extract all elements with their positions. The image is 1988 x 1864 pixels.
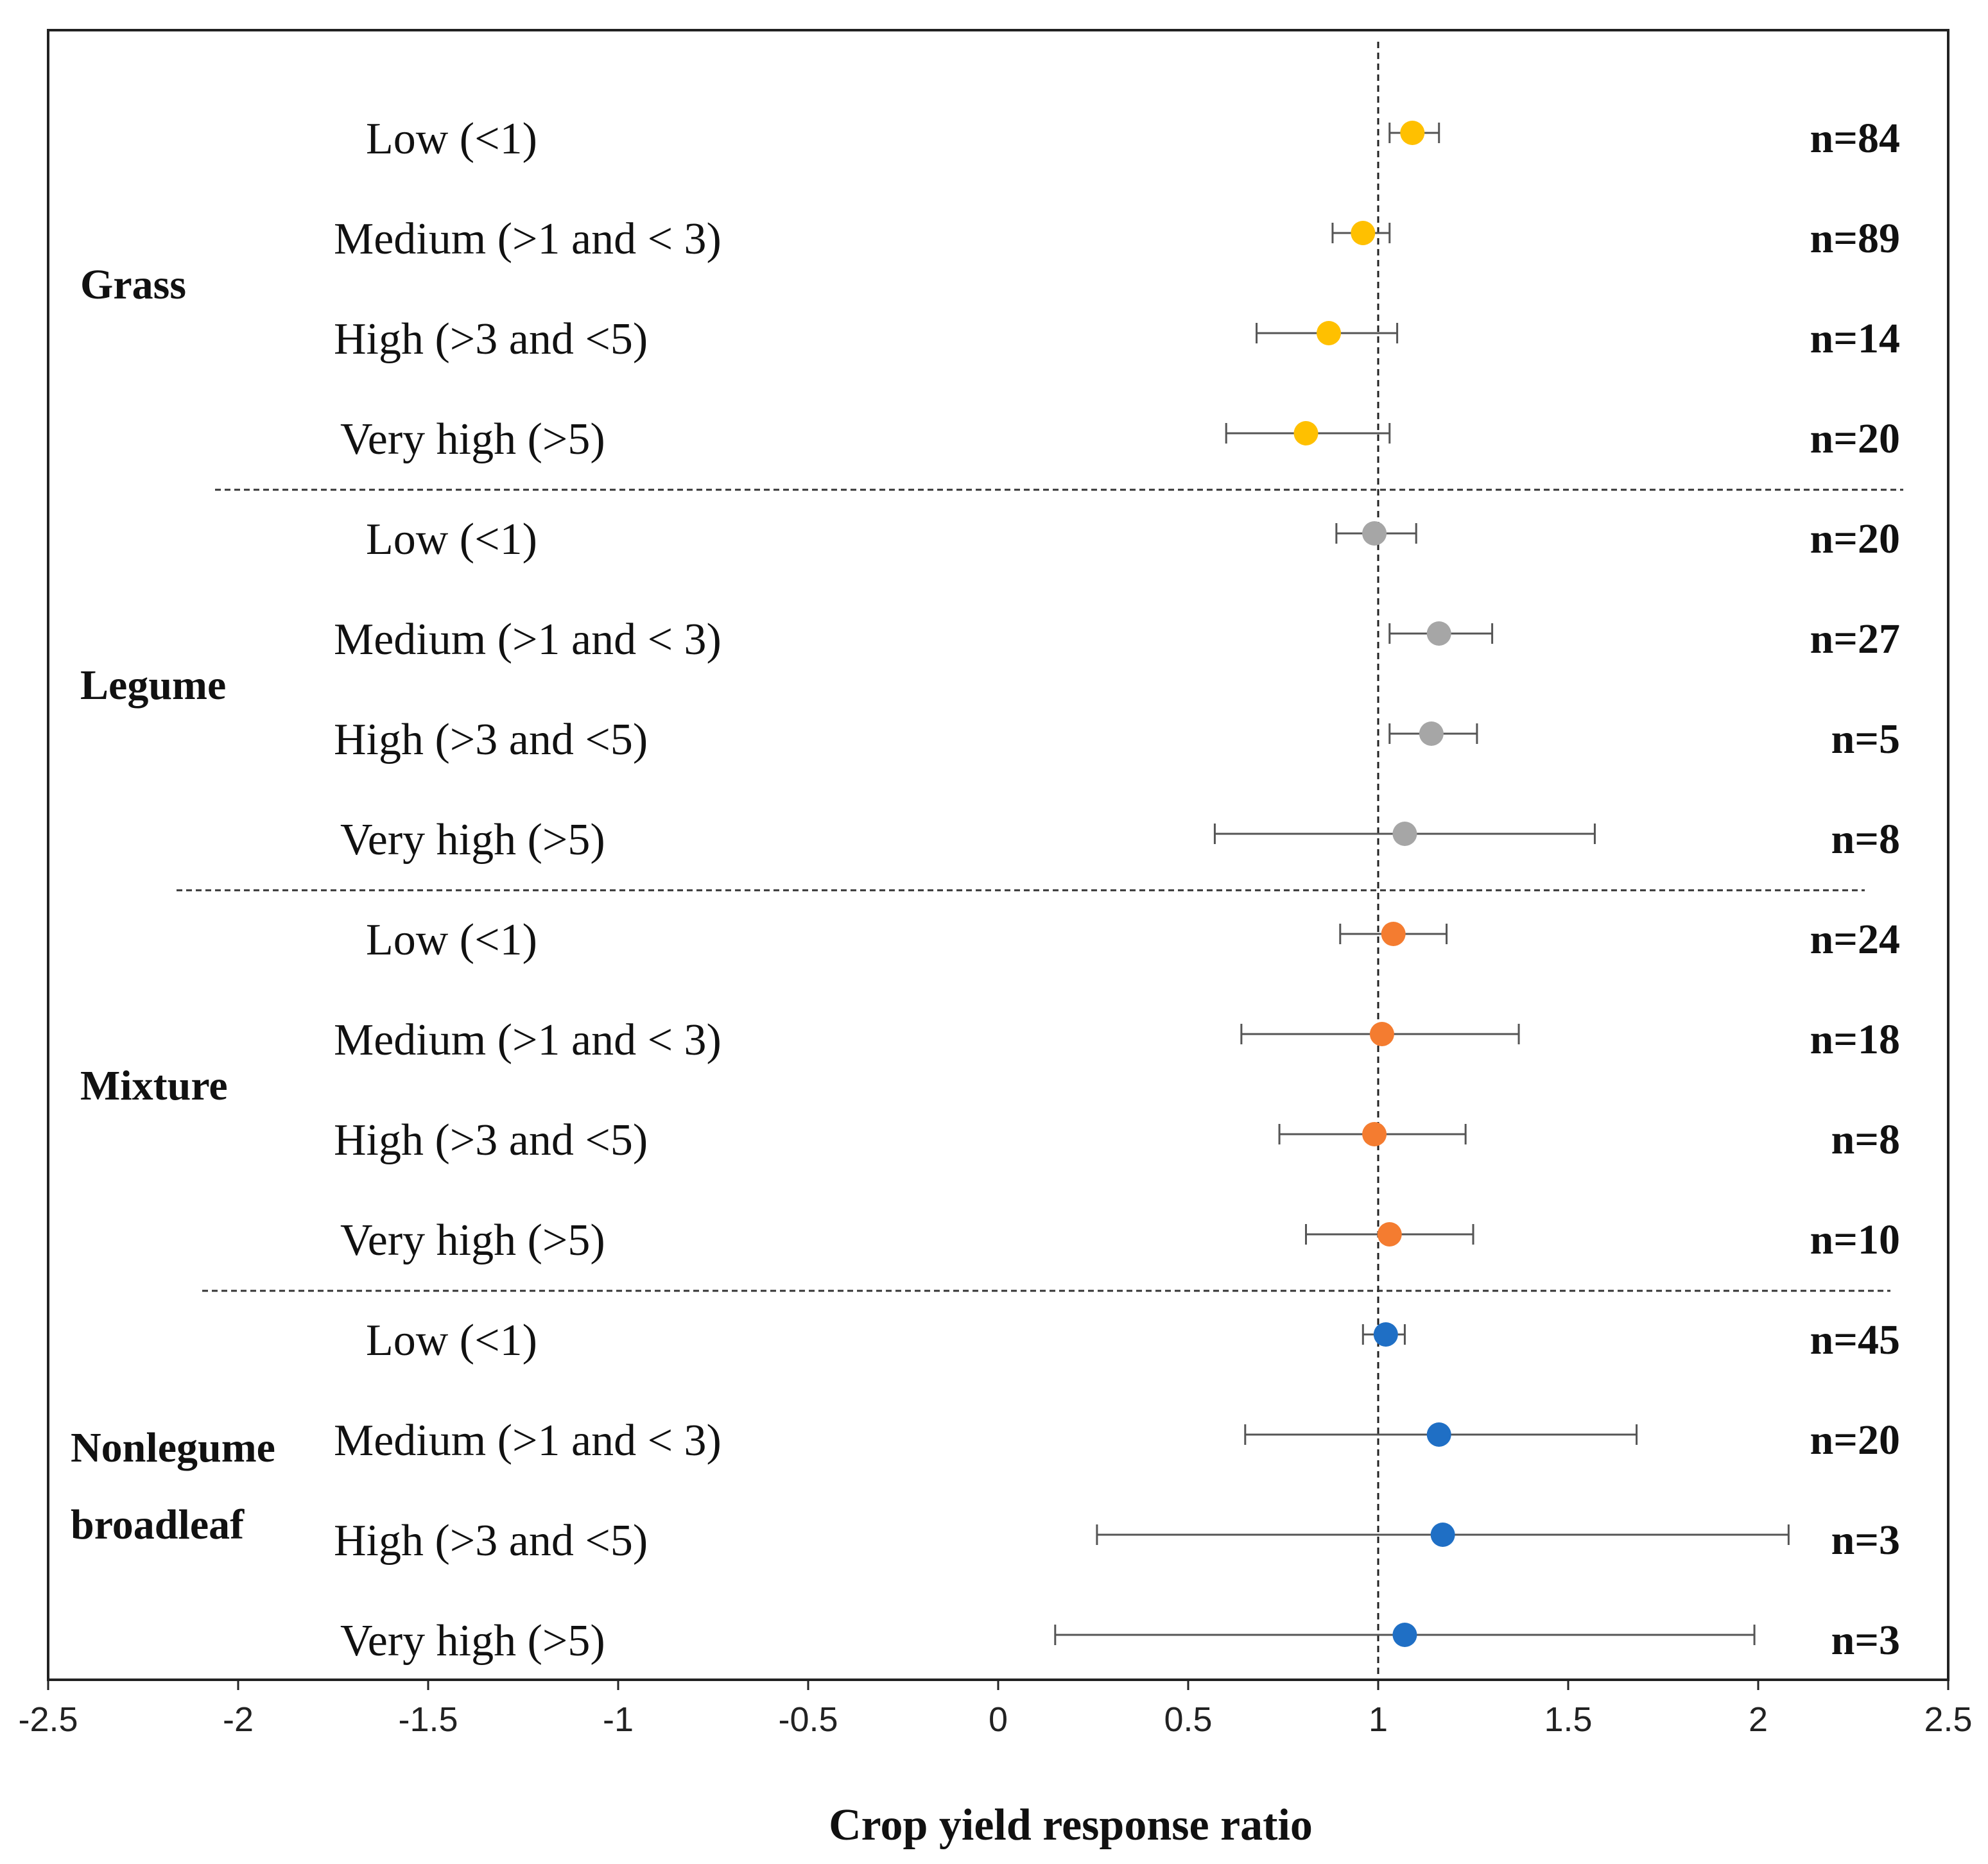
group-label: Legume — [80, 662, 226, 709]
n-label: n=45 — [1810, 1316, 1900, 1363]
data-point — [1392, 822, 1417, 846]
n-label: n=20 — [1810, 415, 1900, 462]
n-label: n=89 — [1810, 215, 1900, 262]
data-point — [1369, 1022, 1394, 1046]
row-label: Very high (>5) — [340, 1616, 605, 1666]
group-label: Grass — [80, 261, 186, 308]
x-tick-label: -1 — [603, 1700, 634, 1739]
row-label: Low (<1) — [366, 114, 537, 164]
data-point — [1426, 621, 1451, 646]
row-label: Very high (>5) — [340, 815, 605, 865]
row-label: Medium (>1 and < 3) — [334, 1015, 722, 1065]
n-label: n=3 — [1831, 1617, 1900, 1664]
row-label: Very high (>5) — [340, 415, 605, 464]
n-label: n=20 — [1810, 515, 1900, 562]
plot-frame — [47, 29, 1949, 1681]
n-label: n=18 — [1810, 1016, 1900, 1063]
group-label: Mixture — [80, 1062, 228, 1109]
x-axis: -2.5 -2 -1.5 -1 -0.5 0 0.5 1 1.5 2 2.5 — [18, 1678, 1973, 1739]
row-label: Medium (>1 and < 3) — [334, 615, 722, 664]
data-point — [1392, 1623, 1417, 1647]
n-label: n=20 — [1810, 1417, 1900, 1463]
data-point — [1362, 521, 1387, 546]
x-tick-label: -1.5 — [398, 1700, 458, 1739]
group-label: broadleaf — [71, 1501, 245, 1548]
data-points — [1293, 121, 1455, 1647]
n-label: n=84 — [1810, 115, 1900, 162]
n-label: n=3 — [1831, 1517, 1900, 1564]
n-label: n=24 — [1810, 916, 1900, 963]
data-point — [1430, 1523, 1455, 1547]
group-label: Nonlegume — [71, 1424, 275, 1471]
row-label: High (>3 and <5) — [334, 1116, 648, 1165]
row-label: Low (<1) — [366, 515, 537, 564]
row-label: High (>3 and <5) — [334, 715, 648, 764]
row-labels: Grass Low (<1) n=84 Medium (>1 and < 3) n=89… — [71, 114, 1900, 1666]
n-label: n=5 — [1831, 716, 1900, 763]
x-tick-label: 0.5 — [1164, 1700, 1212, 1739]
row-label: Medium (>1 and < 3) — [334, 1416, 722, 1465]
error-bars — [1054, 123, 1790, 1645]
n-label: n=27 — [1810, 616, 1900, 662]
row-label: Very high (>5) — [340, 1216, 605, 1265]
row-label: Low (<1) — [366, 1316, 537, 1365]
row-label: High (>3 and <5) — [334, 315, 648, 364]
n-label: n=14 — [1810, 315, 1900, 362]
data-point — [1317, 321, 1342, 345]
x-tick-label: 0 — [989, 1700, 1008, 1739]
data-point — [1400, 121, 1425, 145]
x-axis-title: Crop yield response ratio — [829, 1800, 1313, 1850]
data-point — [1373, 1322, 1398, 1347]
x-tick-label: 2.5 — [1924, 1700, 1972, 1739]
x-tick-label: 1 — [1369, 1700, 1388, 1739]
x-tick-label: -2 — [223, 1700, 254, 1739]
n-label: n=8 — [1831, 1116, 1900, 1163]
data-point — [1293, 421, 1318, 445]
n-label: n=8 — [1831, 816, 1900, 863]
row-label: Low (<1) — [366, 915, 537, 965]
x-tick-label: 2 — [1749, 1700, 1768, 1739]
group-separators — [177, 488, 1903, 1292]
data-point — [1426, 1422, 1451, 1447]
data-point — [1377, 1222, 1402, 1247]
x-tick-label: -2.5 — [18, 1700, 78, 1739]
data-point — [1419, 721, 1444, 746]
data-point — [1362, 1122, 1387, 1146]
n-label: n=10 — [1810, 1216, 1900, 1263]
x-tick-label: -0.5 — [778, 1700, 838, 1739]
row-label: High (>3 and <5) — [334, 1516, 648, 1566]
data-point — [1351, 221, 1376, 245]
x-tick-label: 1.5 — [1544, 1700, 1592, 1739]
data-point — [1381, 922, 1406, 946]
row-label: Medium (>1 and < 3) — [334, 214, 722, 264]
